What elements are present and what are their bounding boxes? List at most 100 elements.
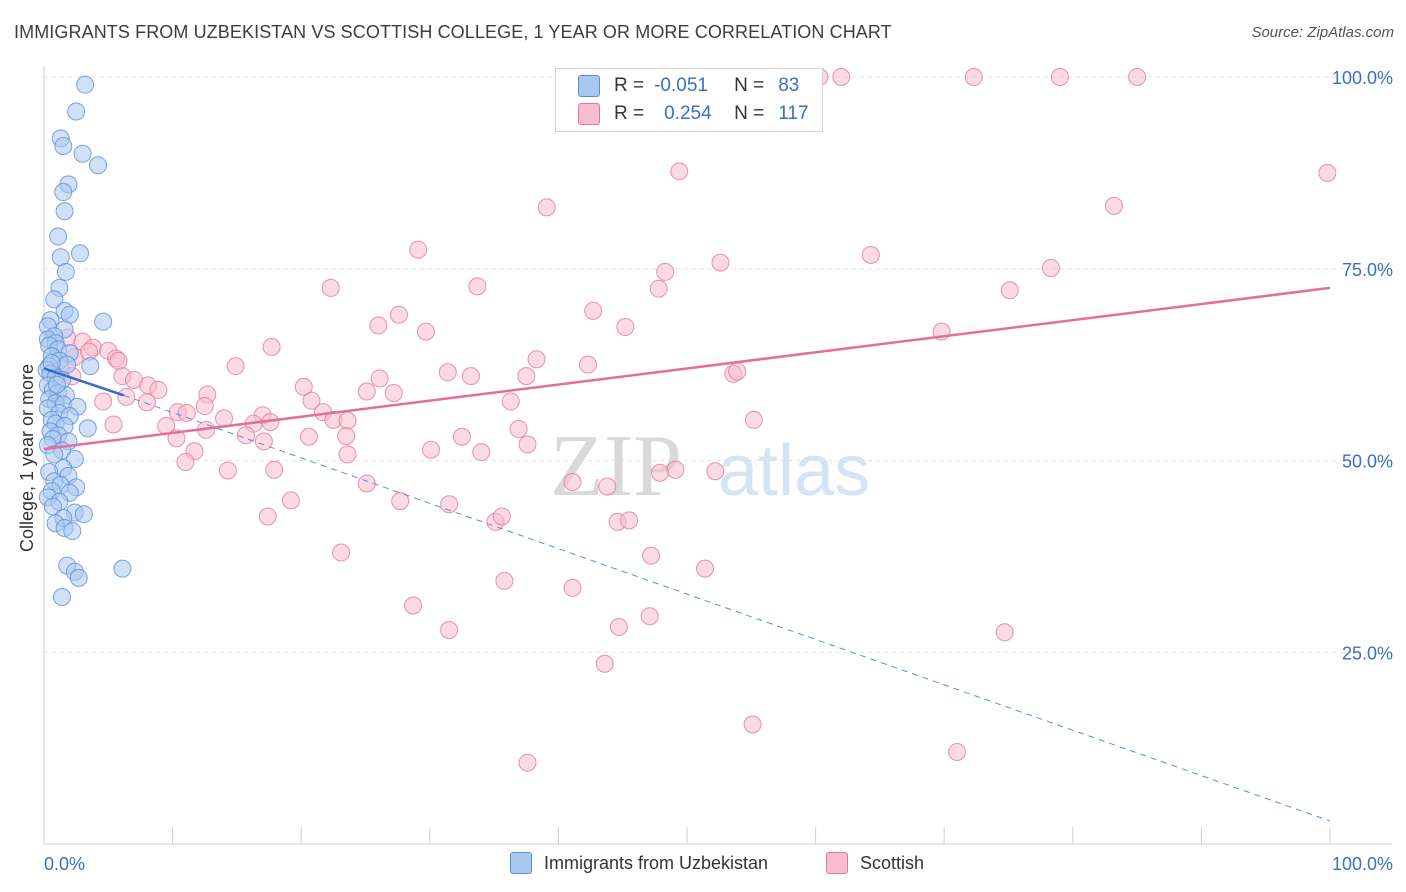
point-scottish (509, 420, 528, 439)
trend-line-scottish (43, 286, 1331, 451)
point-scottish (666, 460, 685, 479)
point-scottish (948, 742, 967, 761)
legend-item-uzbekistan[interactable]: Immigrants from Uzbekistan (510, 852, 768, 874)
legend-row-uzbekistan: R = -0.051 N = 83 (578, 73, 799, 99)
chart-title: IMMIGRANTS FROM UZBEKISTAN VS SCOTTISH C… (14, 22, 892, 42)
point-uzbekistan (53, 588, 72, 607)
point-uzbekistan (89, 156, 108, 175)
point-scottish (861, 245, 880, 264)
point-scottish (416, 322, 435, 341)
point-scottish (995, 623, 1014, 642)
point-scottish (472, 443, 491, 462)
point-uzbekistan (69, 568, 88, 587)
legend-r-label: R = (614, 75, 645, 96)
point-scottish (1128, 68, 1147, 86)
point-scottish (332, 543, 351, 562)
point-scottish (743, 715, 762, 734)
point-scottish (440, 621, 459, 640)
point-scottish (468, 277, 487, 296)
legend-series-name: Immigrants from Uzbekistan (544, 852, 769, 873)
point-scottish (218, 461, 237, 480)
point-scottish (620, 511, 639, 530)
point-scottish (598, 477, 617, 496)
point-uzbekistan (76, 75, 95, 94)
point-scottish (409, 240, 428, 259)
legend-r-label: R = (614, 103, 645, 124)
point-scottish (518, 753, 537, 772)
point-uzbekistan (71, 244, 90, 263)
legend-swatch-uzbekistan (510, 852, 532, 874)
legend-swatch-uzbekistan (578, 75, 600, 97)
point-scottish (964, 68, 983, 86)
point-scottish (563, 472, 582, 491)
point-scottish (616, 318, 635, 337)
point-uzbekistan (58, 355, 77, 374)
point-scottish (649, 279, 668, 298)
point-scottish (527, 350, 546, 369)
point-scottish (728, 362, 747, 381)
y-tick-label: 50.0% (1342, 452, 1393, 472)
point-scottish (299, 427, 318, 446)
point-scottish (1050, 68, 1069, 86)
point-scottish (744, 410, 763, 429)
point-scottish (537, 198, 556, 217)
point-scottish (176, 453, 195, 472)
legend-n-label: N = (734, 75, 765, 96)
legend-n-value: 83 (778, 75, 800, 96)
point-scottish (492, 507, 511, 526)
point-scottish (440, 495, 459, 514)
y-tick-label: 25.0% (1342, 643, 1393, 663)
point-scottish (518, 435, 537, 454)
point-scottish (563, 578, 582, 597)
point-scottish (195, 397, 214, 416)
point-scottish (832, 68, 851, 86)
point-scottish (294, 377, 313, 396)
point-scottish (495, 571, 514, 590)
y-tick-label: 100.0% (1332, 68, 1393, 88)
legend-n-value: 117 (778, 103, 809, 124)
point-uzbekistan (63, 522, 82, 541)
point-scottish (369, 316, 388, 335)
legend-r-value: 0.254 (664, 103, 712, 124)
trend-line-uzbekistan-extrapolated (123, 394, 1331, 822)
point-scottish (640, 607, 659, 626)
point-scottish (226, 357, 245, 376)
y-tick-label: 75.0% (1342, 260, 1393, 280)
point-scottish (670, 162, 689, 181)
point-scottish (391, 492, 410, 511)
legend-n-label: N = (734, 103, 765, 124)
point-uzbekistan (78, 419, 97, 438)
point-scottish (578, 355, 597, 374)
point-scottish (384, 384, 403, 403)
point-scottish (595, 654, 614, 673)
legend-swatch-scottish (826, 852, 848, 874)
point-scottish (404, 596, 423, 615)
legend-series-name: Scottish (860, 852, 925, 873)
point-scottish (321, 278, 340, 297)
point-scottish (149, 380, 168, 399)
point-scottish (338, 411, 357, 430)
trend-lines (43, 286, 1331, 822)
point-scottish (584, 301, 603, 320)
point-scottish (117, 387, 136, 406)
tick-labels: 25.0% 50.0% 75.0% 100.0% 0.0% 100.0% (44, 68, 1393, 874)
point-scottish (254, 432, 273, 451)
legend-item-scottish[interactable]: Scottish (826, 852, 924, 874)
point-scottish (422, 440, 441, 459)
point-uzbekistan (74, 505, 93, 524)
point-uzbekistan (47, 375, 66, 394)
watermark-atlas: atlas (718, 431, 870, 511)
point-scottish (302, 391, 321, 410)
point-scottish (236, 426, 255, 445)
point-uzbekistan (54, 137, 73, 156)
point-scottish (177, 403, 196, 422)
point-scottish (281, 491, 300, 510)
point-scottish (94, 392, 113, 411)
point-uzbekistan (45, 445, 64, 464)
legend-r-value: -0.051 (654, 75, 708, 96)
point-scottish (337, 426, 356, 445)
data-points (37, 68, 1337, 772)
point-scottish (706, 462, 725, 481)
point-uzbekistan (113, 559, 132, 578)
point-scottish (370, 369, 389, 388)
